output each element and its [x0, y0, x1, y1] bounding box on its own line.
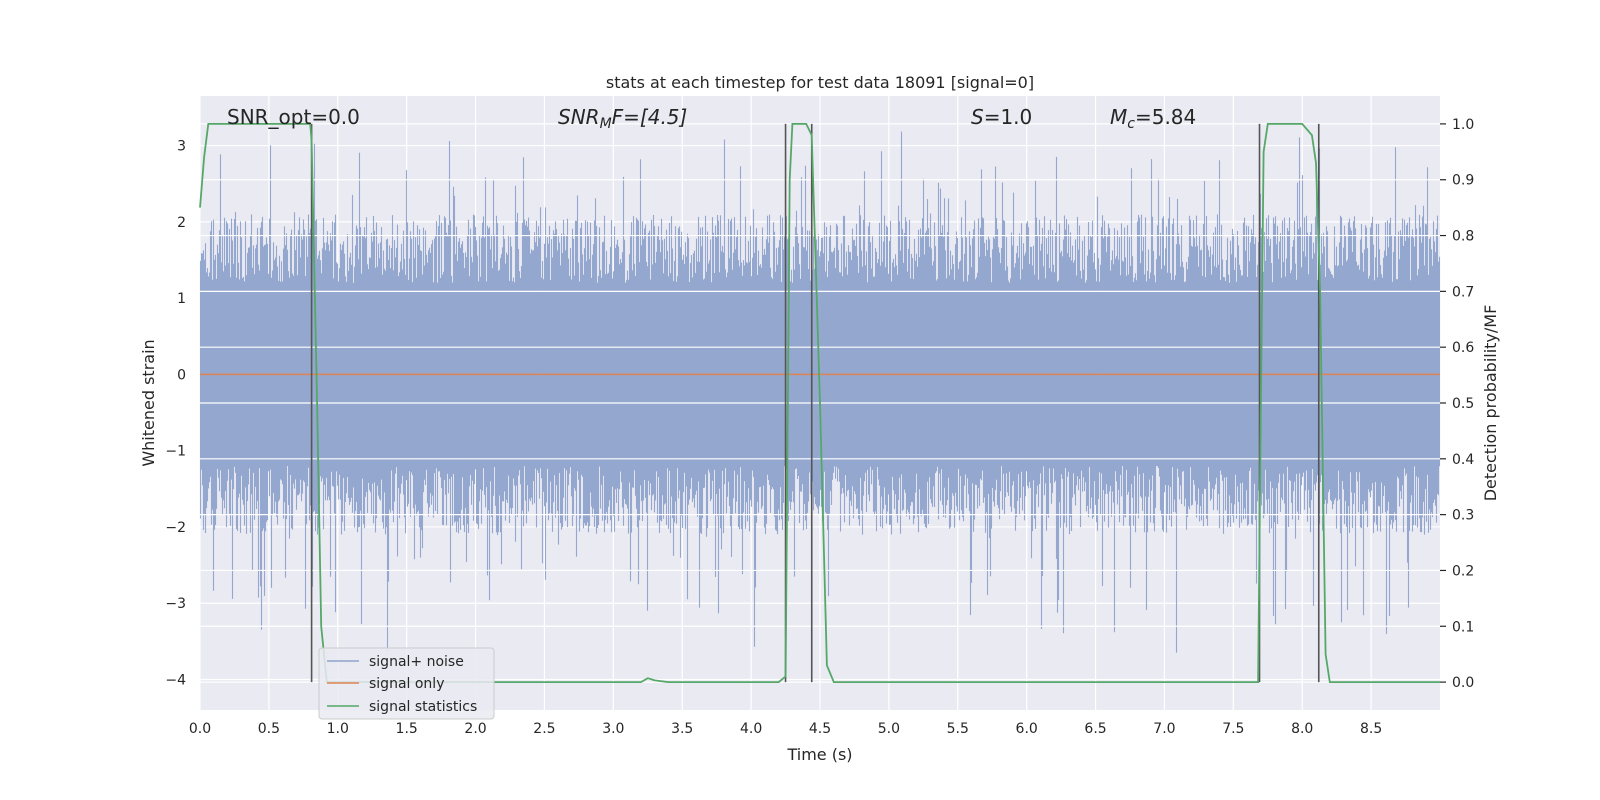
x-tick-label: 6.0	[1016, 721, 1038, 737]
y-tick-label: −4	[165, 672, 186, 688]
legend-label-signal-only: signal only	[369, 676, 444, 692]
x-tick-label: 0.5	[258, 721, 280, 737]
legend-label-signal-statistics: signal statistics	[369, 699, 477, 715]
x-tick-label: 1.0	[327, 721, 349, 737]
x-tick-label: 3.5	[671, 721, 693, 737]
snr-mf-annotation: SNRMF=[4.5]	[558, 105, 687, 132]
y-right-tick-label: 0.9	[1452, 173, 1474, 189]
right-grid	[200, 123, 1440, 683]
y-right-tick-label: 0.2	[1452, 563, 1474, 579]
y-tick-label: −3	[165, 596, 186, 612]
y-ticks-right: 1.0 0.9 0.8 0.7 0.6 0.5 0.4 0.3 0.2 0.1 0.0	[1440, 117, 1474, 691]
legend-box	[318, 647, 495, 720]
y-right-tick-label: 0.8	[1452, 229, 1474, 245]
y-right-tick-label: 0.0	[1452, 675, 1474, 691]
x-tick-label: 8.0	[1291, 721, 1313, 737]
snr-opt-annotation: SNR_opt=0.0	[227, 105, 360, 129]
x-tick-label: 2.5	[533, 721, 555, 737]
legend-label-signal-noise: signal+ noise	[369, 654, 464, 670]
mc-annotation: Mc=5.84	[1110, 105, 1196, 132]
x-tick-label: 5.5	[947, 721, 969, 737]
y-axis-label-right: Detection probability/MF	[1481, 305, 1500, 502]
y-tick-label: −2	[165, 520, 186, 536]
y-tick-label: −1	[165, 444, 186, 460]
x-ticks: 0.0 0.5 1.0 1.5 2.0 2.5 3.0 3.5 4.0 4.5 5.0 5.5 6.0 6…	[189, 721, 1382, 737]
x-tick-label: 7.0	[1153, 721, 1175, 737]
y-tick-label: 0	[177, 367, 186, 383]
y-right-tick-label: 0.4	[1452, 452, 1474, 468]
y-right-tick-label: 1.0	[1452, 117, 1474, 133]
x-tick-label: 5.0	[878, 721, 900, 737]
x-tick-label: 2.0	[464, 721, 486, 737]
chart-title: stats at each timestep for test data 180…	[606, 73, 1034, 92]
y-right-tick-label: 0.1	[1452, 619, 1474, 635]
x-tick-label: 4.0	[740, 721, 762, 737]
x-tick-label: 6.5	[1084, 721, 1106, 737]
y-ticks-left: 3 2 1 0 −1 −2 −3 −4	[165, 139, 186, 689]
s-annotation: S=1.0	[971, 105, 1032, 129]
y-tick-label: 3	[177, 139, 186, 155]
y-right-tick-label: 0.3	[1452, 508, 1474, 524]
x-tick-label: 4.5	[809, 721, 831, 737]
y-axis-label: Whitened strain	[139, 339, 158, 466]
y-tick-label: 1	[177, 291, 186, 307]
x-tick-label: 0.0	[189, 721, 211, 737]
y-right-tick-label: 0.7	[1452, 284, 1474, 300]
signal-statistics-line	[199, 123, 1440, 683]
signal-statistics-series	[199, 123, 1440, 683]
x-tick-label: 7.5	[1222, 721, 1244, 737]
x-tick-label: 1.5	[396, 721, 418, 737]
y-tick-label: 2	[177, 215, 186, 231]
y-right-tick-label: 0.6	[1452, 340, 1474, 356]
legend: signal+ noise signal only signal statist…	[318, 647, 495, 720]
y-right-tick-label: 0.5	[1452, 396, 1474, 412]
x-tick-label: 3.0	[602, 721, 624, 737]
x-axis-label: Time (s)	[786, 745, 852, 764]
x-tick-label: 8.5	[1360, 721, 1382, 737]
